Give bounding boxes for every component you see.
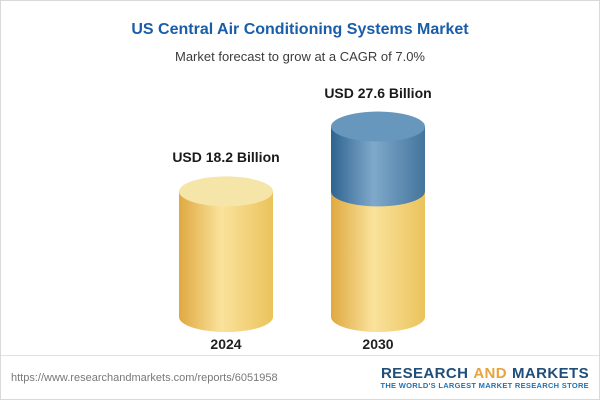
- chart-canvas: [179, 111, 425, 332]
- chart-subtitle: Market forecast to grow at a CAGR of 7.0…: [175, 49, 425, 64]
- chart-title: US Central Air Conditioning Systems Mark…: [131, 21, 469, 38]
- category-label-2024: 2024: [210, 336, 242, 352]
- logo-word-markets: MARKETS: [512, 364, 589, 382]
- cylinder-bar-2030: [331, 111, 425, 332]
- logo-tagline: THE WORLD'S LARGEST MARKET RESEARCH STOR…: [380, 380, 589, 390]
- category-label-2030: 2030: [362, 336, 394, 352]
- footer: https://www.researchandmarkets.com/repor…: [1, 355, 599, 399]
- research-and-markets-logo: RESEARCH AND MARKETS THE WORLD'S LARGEST M…: [380, 365, 589, 391]
- value-label-2030: USD 27.6 Billion: [324, 84, 432, 101]
- logo-wordmark: RESEARCH AND MARKETS: [380, 365, 589, 382]
- value-label-2024: USD 18.2 Billion: [172, 149, 280, 166]
- source-url-link[interactable]: https://www.researchandmarkets.com/repor…: [11, 371, 278, 384]
- cylinder-bar-2024: [179, 176, 273, 332]
- logo-word-and: AND: [473, 364, 508, 382]
- bar-chart: USD 18.2 Billion USD 27.6 Billion 2024 2…: [1, 81, 599, 361]
- logo-word-research: RESEARCH: [380, 364, 469, 382]
